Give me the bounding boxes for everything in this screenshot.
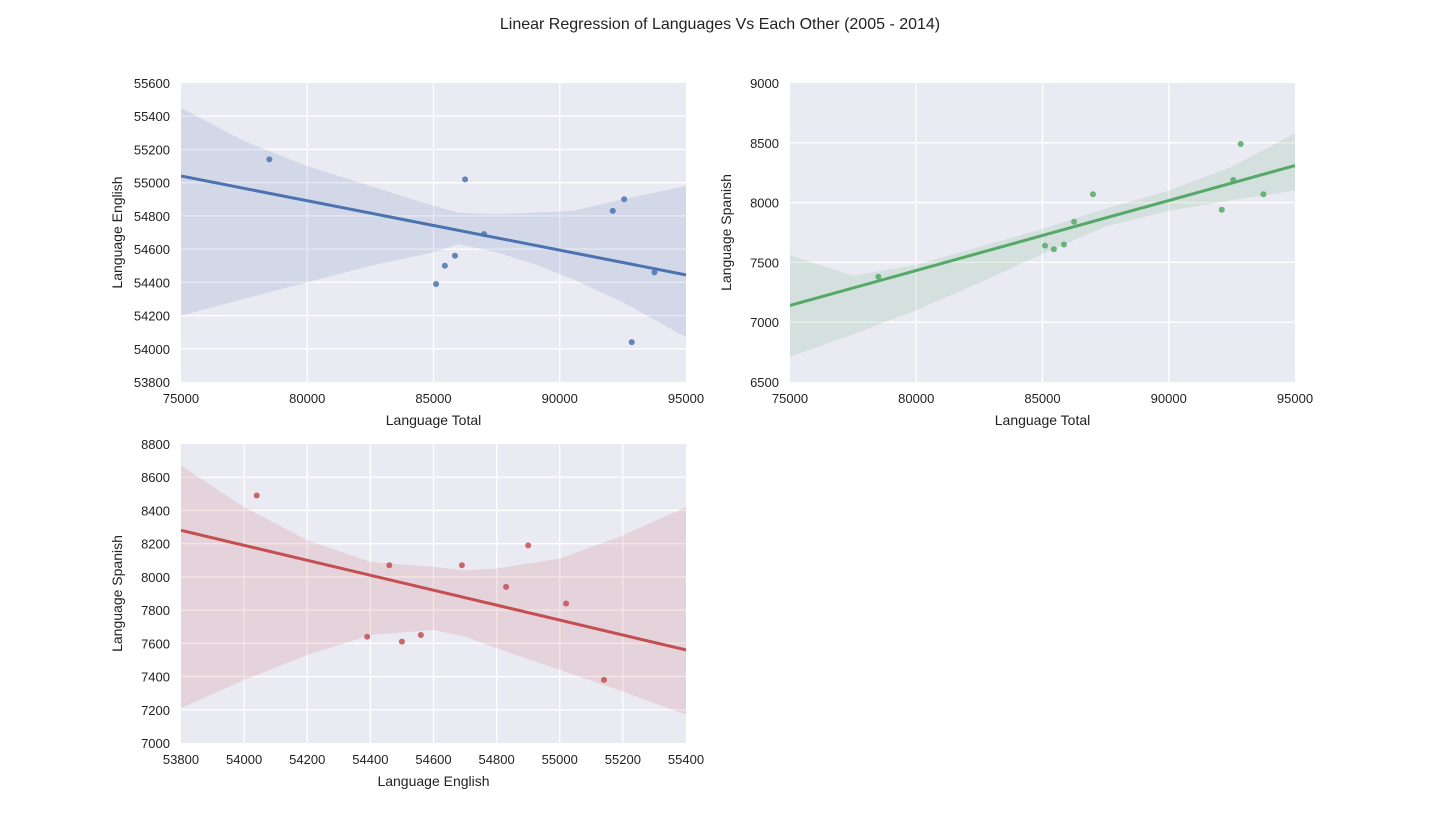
y-tick-label: 8800 bbox=[141, 437, 170, 452]
y-tick-label: 54000 bbox=[134, 342, 170, 357]
y-tick-label: 8200 bbox=[141, 537, 170, 552]
x-axis-label: Language English bbox=[377, 773, 489, 789]
y-tick-label: 8000 bbox=[750, 196, 779, 211]
regression-line bbox=[181, 528, 686, 652]
scatter-point bbox=[1260, 191, 1267, 198]
x-tick-label: 54000 bbox=[226, 752, 262, 767]
x-tick-label: 53800 bbox=[163, 752, 199, 767]
y-tick-label: 8000 bbox=[141, 570, 170, 585]
scatter-point bbox=[563, 600, 570, 607]
y-tick-label: 7600 bbox=[141, 636, 170, 651]
x-tick-label: 80000 bbox=[289, 391, 325, 406]
y-tick-label: 54400 bbox=[134, 275, 170, 290]
scatter-point bbox=[462, 176, 469, 183]
scatter-point bbox=[875, 273, 882, 280]
x-tick-label: 75000 bbox=[163, 391, 199, 406]
x-axis-label: Language Total bbox=[995, 412, 1091, 428]
y-tick-label: 7500 bbox=[750, 255, 779, 270]
y-tick-label: 54200 bbox=[134, 309, 170, 324]
x-axis-label: Language Total bbox=[386, 412, 482, 428]
y-axis-label: Language English bbox=[109, 176, 125, 288]
y-tick-label: 55400 bbox=[134, 109, 170, 124]
scatter-point bbox=[609, 207, 616, 214]
scatter-point bbox=[1060, 241, 1067, 248]
scatter-point bbox=[621, 196, 628, 203]
y-tick-label: 8600 bbox=[141, 470, 170, 485]
x-tick-label: 55200 bbox=[605, 752, 641, 767]
x-tick-label: 54600 bbox=[415, 752, 451, 767]
scatter-point bbox=[1050, 246, 1057, 253]
scatter-point bbox=[386, 562, 393, 569]
y-tick-label: 6500 bbox=[750, 375, 779, 390]
scatter-point bbox=[441, 262, 448, 269]
scatter-point bbox=[481, 231, 487, 238]
confidence-band bbox=[181, 107, 686, 338]
x-tick-label: 90000 bbox=[1151, 391, 1187, 406]
y-tick-label: 8400 bbox=[141, 503, 170, 518]
scatter-point bbox=[266, 156, 273, 163]
scatter-point bbox=[451, 252, 458, 259]
scatter-point bbox=[433, 280, 440, 287]
scatter-point bbox=[1071, 218, 1078, 225]
x-tick-label: 95000 bbox=[668, 391, 704, 406]
y-tick-label: 55600 bbox=[134, 76, 170, 91]
subplots: 75000 80000 85000 90000 95000 53800 54000 54200… bbox=[109, 76, 1313, 789]
scatter-point bbox=[600, 676, 607, 683]
scatter-point bbox=[1230, 176, 1237, 183]
scatter-point bbox=[458, 562, 465, 569]
y-tick-label: 53800 bbox=[134, 375, 170, 390]
subplot-spanish-vs-english: 53800 54000 54200 54400 54600 54800 55000 55200… bbox=[109, 437, 704, 789]
x-tick-label: 54400 bbox=[352, 752, 388, 767]
scatter-point bbox=[503, 583, 510, 590]
scatter-point bbox=[1042, 242, 1049, 249]
x-tick-label: 75000 bbox=[772, 391, 808, 406]
x-tick-label: 80000 bbox=[898, 391, 934, 406]
y-tick-label: 8500 bbox=[750, 136, 779, 151]
y-tick-label: 54800 bbox=[134, 209, 170, 224]
x-tick-label: 85000 bbox=[415, 391, 451, 406]
subplot-spanish-vs-total: 75000 80000 85000 90000 95000 6500 7000 7500 800… bbox=[718, 76, 1313, 428]
scatter-point bbox=[1237, 140, 1244, 147]
subplot-english-vs-total: 75000 80000 85000 90000 95000 53800 54000 54200… bbox=[109, 76, 704, 428]
regression-line bbox=[181, 174, 686, 277]
regression-line bbox=[790, 164, 1295, 307]
figure-title: Linear Regression of Languages Vs Each O… bbox=[500, 16, 940, 33]
x-tick-label: 55400 bbox=[668, 752, 704, 767]
scatter-point bbox=[417, 632, 424, 639]
y-tick-label: 7800 bbox=[141, 603, 170, 618]
scatter-point bbox=[525, 542, 532, 549]
y-tick-label: 7400 bbox=[141, 670, 170, 685]
x-tick-label: 54800 bbox=[479, 752, 515, 767]
y-axis-label: Language Spanish bbox=[109, 535, 125, 652]
scatter-point bbox=[398, 638, 405, 645]
y-tick-label: 55200 bbox=[134, 142, 170, 157]
y-tick-label: 9000 bbox=[750, 76, 779, 91]
x-tick-label: 95000 bbox=[1277, 391, 1313, 406]
data-layer bbox=[790, 133, 1295, 357]
y-tick-label: 7000 bbox=[750, 315, 779, 330]
scatter-point bbox=[1090, 191, 1096, 198]
x-tick-label: 54200 bbox=[289, 752, 325, 767]
x-tick-label: 85000 bbox=[1024, 391, 1060, 406]
x-tick-label: 90000 bbox=[542, 391, 578, 406]
data-layer bbox=[181, 107, 686, 346]
scatter-point bbox=[651, 269, 658, 276]
y-tick-label: 7200 bbox=[141, 703, 170, 718]
y-tick-label: 7000 bbox=[141, 736, 170, 751]
x-tick-label: 55000 bbox=[542, 752, 578, 767]
scatter-point bbox=[364, 633, 371, 640]
data-layer bbox=[181, 465, 686, 715]
scatter-point bbox=[628, 339, 635, 346]
y-tick-label: 55000 bbox=[134, 176, 170, 191]
y-tick-label: 54600 bbox=[134, 242, 170, 257]
y-axis-label: Language Spanish bbox=[718, 174, 734, 291]
scatter-point bbox=[253, 492, 260, 499]
scatter-point bbox=[1218, 206, 1225, 213]
